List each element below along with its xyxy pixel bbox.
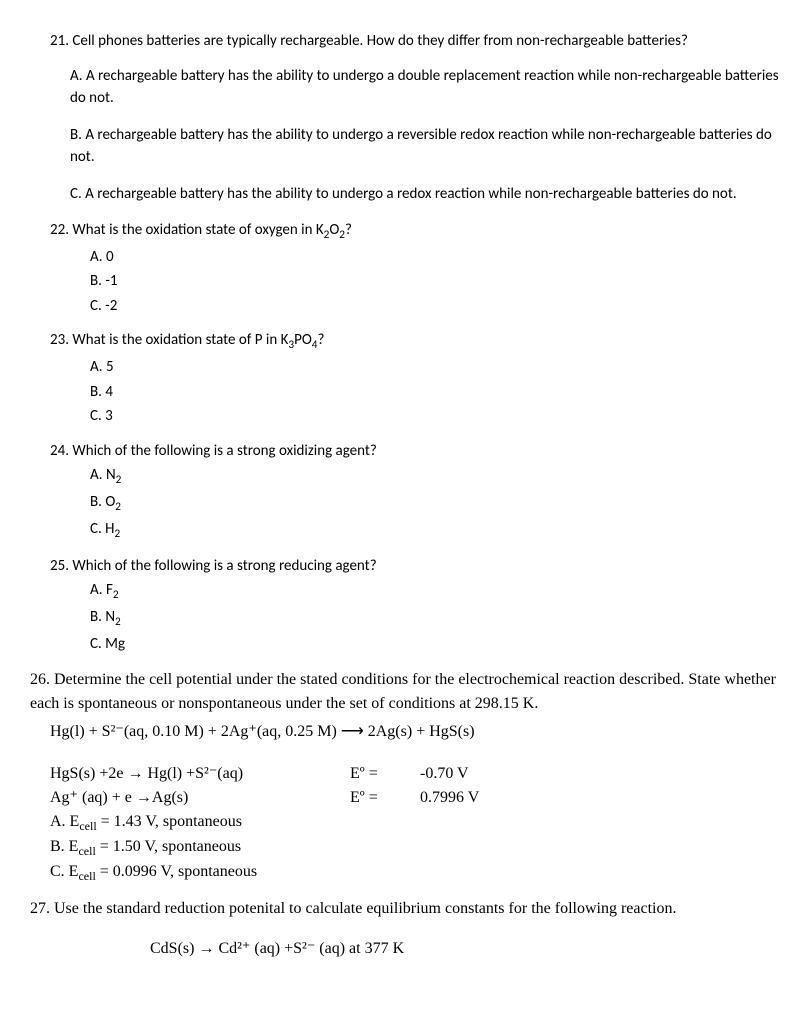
q22-number: 22.: [50, 221, 69, 239]
q26-half-reaction-2: Ag⁺ (aq) + e →Ag(s) Eº = 0.7996 V: [50, 786, 781, 810]
q25-b-sub: 2: [115, 615, 121, 629]
q23-mid: PO: [294, 331, 312, 349]
q26-e2: 0.7996 V: [420, 786, 520, 810]
q26-number: 26.: [30, 671, 50, 688]
q23-option-c: C. 3: [90, 405, 781, 428]
q22-post: ?: [345, 221, 352, 239]
q26-stem: 26. Determine the cell potential under t…: [30, 668, 781, 716]
q25-text: Which of the following is a strong reduc…: [72, 557, 376, 575]
q26-e1: -0.70 V: [420, 762, 520, 786]
q27-text: Use the standard reduction potenital to …: [54, 900, 676, 917]
q21-number: 21.: [50, 32, 69, 50]
question-22: 22. What is the oxidation state of oxyge…: [30, 219, 781, 317]
q24-c-pre: C. H: [90, 520, 115, 538]
q21-option-b: B. A rechargeable battery has the abilit…: [70, 124, 781, 169]
q25-option-b: B. N2: [90, 606, 781, 631]
question-26: 26. Determine the cell potential under t…: [30, 668, 781, 886]
q23-stem: 23. What is the oxidation state of P in …: [50, 329, 781, 354]
q24-option-c: C. H2: [90, 518, 781, 543]
question-25: 25. Which of the following is a strong r…: [30, 555, 781, 656]
q22-mid: O: [329, 221, 339, 239]
q25-a-pre: A. F: [90, 581, 113, 599]
q26-half1: HgS(s) +2e → Hg(l) +S²⁻(aq): [50, 762, 350, 786]
q24-option-a: A. N2: [90, 464, 781, 489]
q24-number: 24.: [50, 442, 69, 460]
q25-option-a: A. F2: [90, 579, 781, 604]
q21-stem: 21. Cell phones batteries are typically …: [50, 30, 781, 53]
q24-c-sub: 2: [115, 527, 121, 541]
q22-text-pre: What is the oxidation state of oxygen in…: [72, 221, 323, 239]
q22-option-a: A. 0: [90, 246, 781, 269]
q26-b-post: = 1.50 V, spontaneous: [96, 838, 241, 855]
q23-option-a: A. 5: [90, 356, 781, 379]
q22-option-b: B. -1: [90, 270, 781, 293]
q26-a-sub: cell: [79, 819, 96, 833]
q25-b-pre: B. N: [90, 608, 115, 626]
q27-equation: CdS(s) → Cd²⁺ (aq) +S²⁻ (aq) at 377 K: [150, 937, 781, 961]
q26-half-reaction-1: HgS(s) +2e → Hg(l) +S²⁻(aq) Eº = -0.70 V: [50, 762, 781, 786]
q26-e-label-2: Eº =: [350, 786, 420, 810]
q24-b-pre: B. O: [90, 493, 115, 511]
q23-option-b: B. 4: [90, 381, 781, 404]
q26-half2: Ag⁺ (aq) + e →Ag(s): [50, 786, 350, 810]
question-27: 27. Use the standard reduction potenital…: [30, 897, 781, 961]
q24-option-b: B. O2: [90, 491, 781, 516]
question-21: 21. Cell phones batteries are typically …: [30, 30, 781, 205]
q26-option-a: A. Ecell = 1.43 V, spontaneous: [50, 810, 781, 835]
q25-option-c: C. Mg: [90, 633, 781, 656]
q26-a-pre: A. E: [50, 813, 79, 830]
q21-text: Cell phones batteries are typically rech…: [72, 32, 688, 50]
q27-number: 27.: [30, 900, 50, 917]
q26-text: Determine the cell potential under the s…: [30, 671, 776, 712]
q26-c-sub: cell: [78, 869, 95, 883]
q24-stem: 24. Which of the following is a strong o…: [50, 440, 781, 463]
q26-option-c: C. Ecell = 0.0996 V, spontaneous: [50, 860, 781, 885]
q26-c-pre: C. E: [50, 863, 78, 880]
q22-option-c: C. -2: [90, 295, 781, 318]
q24-a-pre: A. N: [90, 466, 116, 484]
q22-stem: 22. What is the oxidation state of oxyge…: [50, 219, 781, 244]
q23-post: ?: [318, 331, 325, 349]
q27-stem: 27. Use the standard reduction potenital…: [30, 897, 781, 921]
q23-number: 23.: [50, 331, 69, 349]
q25-stem: 25. Which of the following is a strong r…: [50, 555, 781, 578]
q24-a-sub: 2: [116, 473, 122, 487]
q21-option-a: A. A rechargeable battery has the abilit…: [70, 65, 781, 110]
q21-option-c: C. A rechargeable battery has the abilit…: [70, 183, 781, 206]
q24-b-sub: 2: [115, 500, 121, 514]
q23-text-pre: What is the oxidation state of P in K: [72, 331, 288, 349]
q26-equation: Hg(l) + S²⁻(aq, 0.10 M) + 2Ag⁺(aq, 0.25 …: [50, 720, 781, 744]
q26-b-pre: B. E: [50, 838, 78, 855]
q26-b-sub: cell: [78, 844, 95, 858]
q26-c-post: = 0.0996 V, spontaneous: [96, 863, 257, 880]
question-24: 24. Which of the following is a strong o…: [30, 440, 781, 543]
q24-text: Which of the following is a strong oxidi…: [72, 442, 376, 460]
q26-option-b: B. Ecell = 1.50 V, spontaneous: [50, 835, 781, 860]
q26-e-label-1: Eº =: [350, 762, 420, 786]
q26-a-post: = 1.43 V, spontaneous: [97, 813, 242, 830]
q25-a-sub: 2: [113, 588, 119, 602]
q25-number: 25.: [50, 557, 69, 575]
question-23: 23. What is the oxidation state of P in …: [30, 329, 781, 427]
